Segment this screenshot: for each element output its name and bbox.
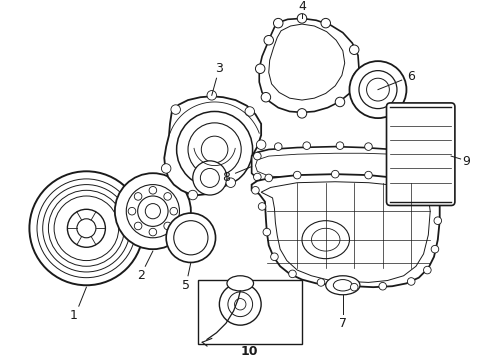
Text: 6: 6	[407, 70, 415, 83]
Polygon shape	[164, 96, 261, 195]
Ellipse shape	[252, 186, 259, 194]
Ellipse shape	[379, 282, 387, 290]
Ellipse shape	[134, 193, 142, 200]
Ellipse shape	[188, 190, 197, 200]
Polygon shape	[252, 147, 435, 185]
Ellipse shape	[149, 186, 157, 194]
Ellipse shape	[431, 246, 439, 253]
Ellipse shape	[258, 203, 266, 210]
Text: 4: 4	[298, 0, 306, 13]
Ellipse shape	[170, 207, 177, 215]
Ellipse shape	[115, 173, 191, 249]
Ellipse shape	[393, 145, 401, 152]
Bar	[197, 280, 302, 344]
Text: 1: 1	[70, 309, 78, 322]
Ellipse shape	[434, 217, 441, 225]
Ellipse shape	[365, 143, 372, 150]
Ellipse shape	[303, 142, 311, 149]
Ellipse shape	[193, 161, 227, 195]
Polygon shape	[252, 174, 440, 287]
Ellipse shape	[417, 180, 424, 188]
Ellipse shape	[176, 112, 253, 188]
Ellipse shape	[393, 178, 401, 185]
Ellipse shape	[29, 171, 144, 285]
Ellipse shape	[365, 180, 372, 188]
Ellipse shape	[164, 222, 171, 230]
Ellipse shape	[134, 222, 142, 230]
Ellipse shape	[164, 193, 171, 200]
Ellipse shape	[264, 36, 273, 45]
Ellipse shape	[256, 140, 266, 149]
Ellipse shape	[294, 171, 301, 179]
Ellipse shape	[171, 105, 180, 114]
Ellipse shape	[423, 266, 431, 274]
Polygon shape	[261, 182, 430, 282]
Polygon shape	[269, 24, 345, 100]
Text: 5: 5	[182, 279, 190, 292]
Polygon shape	[259, 18, 359, 112]
Ellipse shape	[245, 107, 254, 116]
Ellipse shape	[273, 18, 283, 28]
Ellipse shape	[417, 173, 424, 181]
Ellipse shape	[274, 178, 282, 185]
Ellipse shape	[349, 45, 359, 54]
Ellipse shape	[350, 283, 358, 291]
Ellipse shape	[253, 152, 261, 160]
Ellipse shape	[321, 18, 330, 28]
Ellipse shape	[353, 72, 363, 81]
Ellipse shape	[128, 207, 136, 215]
Ellipse shape	[417, 150, 424, 158]
Ellipse shape	[226, 178, 236, 188]
Text: 2: 2	[138, 269, 146, 282]
Ellipse shape	[433, 193, 441, 201]
Ellipse shape	[429, 160, 437, 167]
Text: 9: 9	[463, 155, 470, 168]
Ellipse shape	[303, 180, 311, 188]
FancyBboxPatch shape	[387, 103, 455, 206]
Ellipse shape	[289, 270, 296, 278]
Ellipse shape	[349, 61, 407, 118]
Ellipse shape	[220, 283, 261, 325]
Ellipse shape	[261, 93, 270, 102]
Text: 8: 8	[222, 171, 230, 184]
Ellipse shape	[227, 276, 253, 291]
Ellipse shape	[149, 228, 157, 236]
Ellipse shape	[265, 174, 272, 182]
Ellipse shape	[331, 170, 339, 178]
Ellipse shape	[166, 213, 216, 262]
Text: 3: 3	[216, 62, 223, 75]
Ellipse shape	[393, 174, 401, 182]
Ellipse shape	[336, 142, 344, 149]
Ellipse shape	[263, 228, 270, 236]
Polygon shape	[255, 153, 428, 179]
Ellipse shape	[270, 253, 278, 261]
Ellipse shape	[326, 276, 360, 295]
Ellipse shape	[274, 143, 282, 150]
Ellipse shape	[302, 221, 349, 259]
Ellipse shape	[336, 181, 344, 188]
Ellipse shape	[297, 109, 307, 118]
Ellipse shape	[235, 298, 246, 310]
Ellipse shape	[161, 164, 171, 173]
Ellipse shape	[253, 173, 261, 181]
Text: 7: 7	[339, 317, 347, 330]
Ellipse shape	[207, 91, 217, 100]
Ellipse shape	[255, 64, 265, 73]
Text: 10: 10	[241, 345, 259, 358]
Ellipse shape	[407, 278, 415, 285]
Ellipse shape	[317, 279, 325, 286]
Ellipse shape	[365, 171, 372, 179]
Ellipse shape	[335, 97, 345, 107]
Ellipse shape	[297, 14, 307, 23]
